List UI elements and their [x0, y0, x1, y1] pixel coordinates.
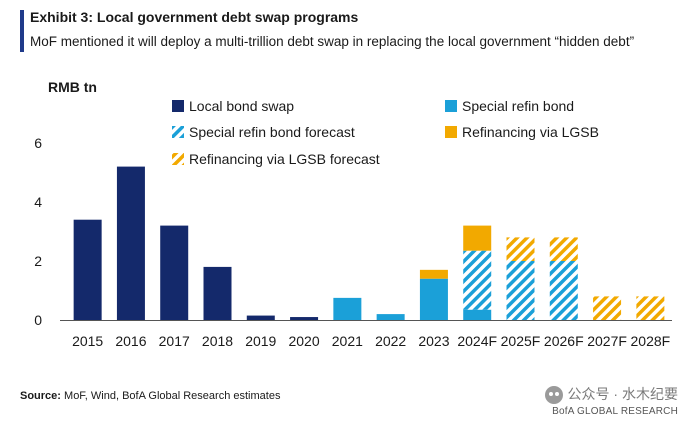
- x-axis: 2015 2016 2017 2018 2019 2020 2021 2022 2023 2024…: [60, 320, 672, 349]
- bar-refinancing-via-lgsb: [419, 269, 448, 279]
- x-tick-label: 2019: [245, 333, 276, 349]
- x-tick-label: 2020: [288, 333, 319, 349]
- x-tick-label: 2018: [202, 333, 233, 349]
- y-tick-label: 0: [34, 312, 42, 328]
- legend-swatch: [172, 126, 184, 138]
- legend-label: Local bond swap: [189, 98, 294, 114]
- title-accent-bar: [20, 10, 24, 52]
- bar-chart: RMB tn Local bond swap Special refin bond…: [34, 79, 672, 349]
- x-tick-label: 2024F: [457, 333, 497, 349]
- x-tick-label: 2028F: [631, 333, 671, 349]
- source-text: MoF, Wind, BofA Global Research estimate…: [60, 390, 281, 402]
- bar-local-bond-swap: [246, 315, 275, 320]
- watermark-text: 公众号 · 水木纪要: [567, 386, 678, 402]
- bar-refinancing-via-lgsb-forecast: [506, 237, 535, 261]
- watermark-brand: BofA GLOBAL RESEARCH: [552, 406, 678, 418]
- watermark: 公众号 · 水木纪要 BofA GLOBAL RESEARCH: [544, 384, 678, 418]
- bars: [73, 166, 665, 320]
- bar-local-bond-swap: [116, 166, 145, 320]
- source-label: Source:: [20, 390, 61, 402]
- bar-local-bond-swap: [160, 225, 189, 320]
- y-tick-label: 4: [34, 194, 42, 210]
- legend-label: Refinancing via LGSB: [462, 124, 599, 140]
- bar-special-refin-bond: [463, 309, 492, 320]
- bar-special-refin-bond-forecast: [549, 261, 578, 320]
- bar-refinancing-via-lgsb-forecast: [636, 296, 665, 320]
- legend-label: Special refin bond: [462, 98, 574, 114]
- wechat-icon: [544, 386, 563, 405]
- legend: Local bond swap Special refin bond Special…: [172, 98, 599, 167]
- y-tick-label: 6: [34, 135, 42, 151]
- bar-special-refin-bond: [376, 314, 405, 320]
- x-tick-label: 2026F: [544, 333, 584, 349]
- y-axis-label: RMB tn: [48, 79, 97, 95]
- legend-label: Refinancing via LGSB forecast: [189, 151, 380, 167]
- watermark-account: 公众号 · 水木纪要: [544, 384, 678, 405]
- bar-local-bond-swap: [203, 266, 232, 320]
- legend-swatch: [445, 126, 457, 138]
- x-tick-label: 2021: [332, 333, 363, 349]
- bar-special-refin-bond: [419, 278, 448, 320]
- y-axis: 0 2 4 6: [34, 135, 42, 328]
- legend-swatch: [445, 100, 457, 112]
- x-tick-label: 2022: [375, 333, 406, 349]
- x-tick-label: 2027F: [587, 333, 627, 349]
- bar-special-refin-bond: [333, 297, 362, 320]
- x-tick-label: 2017: [159, 333, 190, 349]
- legend-label: Special refin bond forecast: [189, 124, 355, 140]
- bar-special-refin-bond-forecast: [463, 250, 492, 310]
- bar-refinancing-via-lgsb-forecast: [593, 296, 622, 320]
- y-tick-label: 2: [34, 253, 42, 269]
- bar-refinancing-via-lgsb: [463, 225, 492, 251]
- source-note: Source: MoF, Wind, BofA Global Research …: [20, 390, 280, 402]
- x-tick-label: 2023: [418, 333, 449, 349]
- x-tick-label: 2016: [115, 333, 146, 349]
- x-tick-label: 2015: [72, 333, 103, 349]
- legend-swatch: [172, 100, 184, 112]
- legend-swatch: [172, 153, 184, 165]
- bar-local-bond-swap: [290, 317, 319, 320]
- bar-special-refin-bond-forecast: [506, 261, 535, 320]
- chart-subtitle: MoF mentioned it will deploy a multi-tri…: [30, 34, 635, 49]
- bar-local-bond-swap: [73, 219, 102, 320]
- x-tick-label: 2025F: [501, 333, 541, 349]
- bar-refinancing-via-lgsb-forecast: [549, 237, 578, 261]
- chart-title: Exhibit 3: Local government debt swap pr…: [30, 9, 359, 25]
